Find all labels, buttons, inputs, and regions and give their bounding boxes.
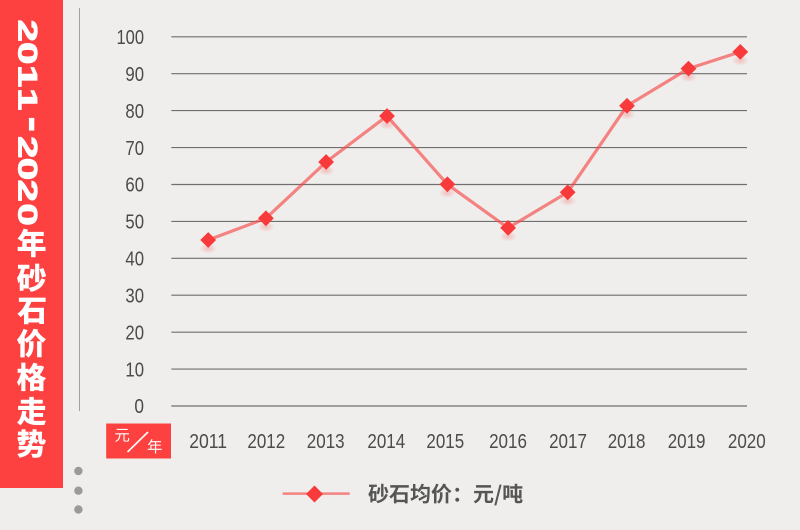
svg-text:30: 30 (125, 285, 144, 307)
svg-text:2011: 2011 (189, 431, 227, 453)
svg-text:2: 2 (12, 136, 42, 158)
svg-text:2012: 2012 (247, 431, 285, 453)
svg-text:2016: 2016 (489, 431, 527, 453)
svg-text:2015: 2015 (426, 431, 464, 453)
svg-text:2020: 2020 (728, 431, 766, 453)
svg-text:2: 2 (12, 20, 42, 42)
svg-text:2014: 2014 (367, 431, 405, 453)
svg-text:2017: 2017 (549, 431, 587, 453)
svg-text:60: 60 (125, 175, 144, 197)
svg-text:2019: 2019 (668, 431, 706, 453)
svg-text:0: 0 (12, 158, 42, 180)
svg-text:2: 2 (12, 180, 42, 202)
svg-text:0: 0 (134, 396, 144, 418)
svg-text:90: 90 (125, 64, 144, 86)
svg-text:0: 0 (12, 42, 42, 64)
svg-text:1: 1 (12, 88, 42, 110)
svg-text:2013: 2013 (307, 431, 345, 453)
svg-text:2018: 2018 (608, 431, 646, 453)
svg-text:0: 0 (12, 203, 42, 225)
svg-text:50: 50 (125, 212, 144, 234)
svg-text:70: 70 (125, 138, 144, 160)
svg-text:80: 80 (125, 101, 144, 123)
svg-text:20: 20 (125, 322, 144, 344)
svg-text:10: 10 (125, 359, 144, 381)
svg-text:40: 40 (125, 249, 144, 271)
svg-text:1: 1 (12, 65, 42, 87)
svg-text:100: 100 (117, 27, 145, 49)
